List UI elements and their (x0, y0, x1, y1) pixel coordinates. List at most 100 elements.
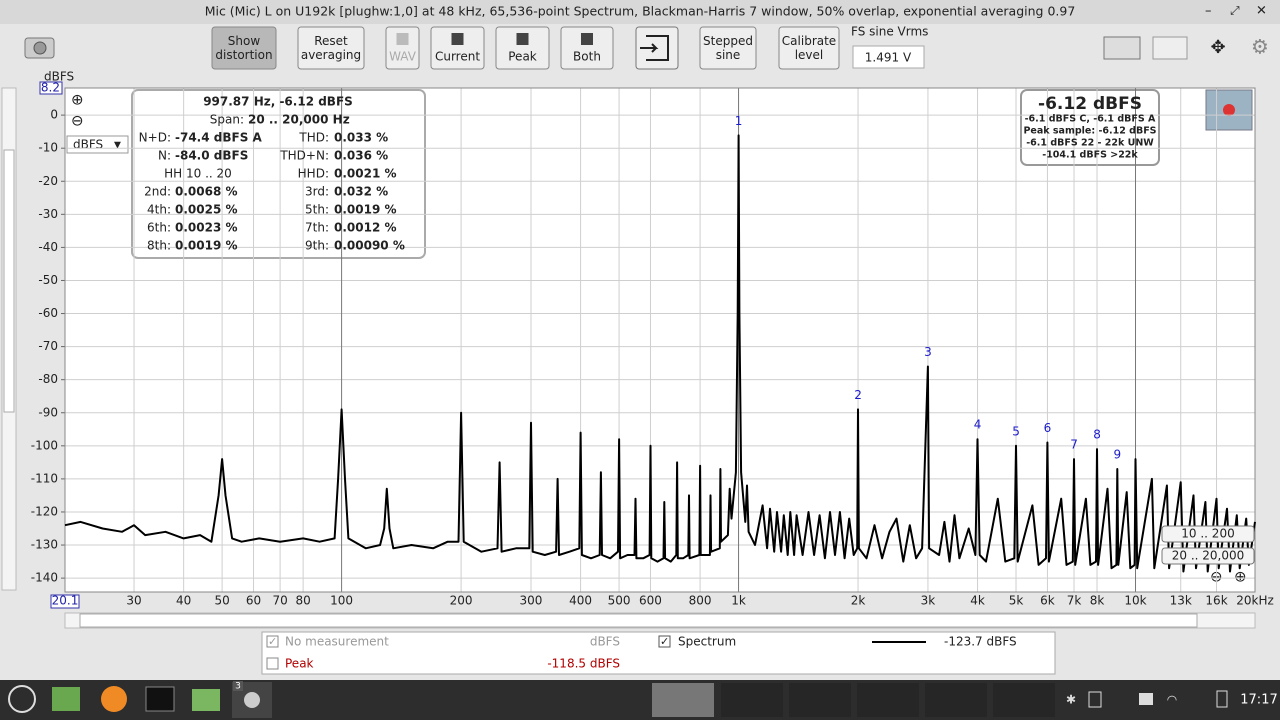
toolbar-button[interactable] (699, 26, 757, 70)
x-tick-label: 10k (1124, 594, 1146, 608)
fs-input[interactable] (852, 45, 925, 69)
button-label[interactable]: Show distortion (215, 34, 272, 62)
harmonic-label: 5 (1012, 424, 1020, 438)
harmonic-label: 4 (974, 418, 982, 432)
legend-name: Spectrum (678, 635, 736, 649)
check: ✓ (660, 635, 669, 648)
layout-icon[interactable] (1103, 36, 1141, 60)
maximize[interactable]: ⤢ (1229, 4, 1240, 18)
stats-value: 0.033 % (334, 131, 388, 145)
x-tick-label: 100 (330, 594, 353, 608)
tray-icon[interactable] (1088, 691, 1102, 708)
workspace[interactable] (857, 683, 919, 717)
stats-value: 20 .. 20,000 Hz (248, 113, 350, 127)
level-line: Peak sample: -6.12 dBFS (1023, 126, 1156, 137)
toolbar-button[interactable] (430, 26, 485, 70)
y-tick-label: -110 (31, 471, 58, 485)
settings-icon[interactable]: ⚙ (1251, 35, 1269, 59)
x-tick-label: 30 (126, 594, 141, 608)
checkbox[interactable] (658, 635, 671, 648)
close[interactable]: ✕ (1256, 4, 1267, 19)
button-label[interactable]: Calibrate level (782, 34, 836, 62)
firefox-icon[interactable] (101, 686, 127, 712)
toolbar-button[interactable] (385, 26, 420, 70)
stats-label: THD+N: (279, 149, 329, 163)
legend-value: -123.7 dBFS (944, 635, 1017, 649)
checkbox[interactable] (266, 657, 279, 670)
fs-value[interactable]: 1.491 V (865, 51, 912, 65)
record-button[interactable] (1205, 89, 1253, 131)
plot-frame (64, 87, 1256, 593)
level-line: -6.1 dBFS C, -6.1 dBFS A (1025, 114, 1156, 125)
toolbar-button[interactable] (297, 26, 365, 70)
v-scroll-thumb[interactable] (3, 149, 15, 413)
terminal-icon[interactable] (145, 686, 175, 712)
button-label[interactable]: Current (435, 50, 480, 64)
y-tick-label: -60 (38, 306, 58, 320)
h-scroll-thumb[interactable] (79, 613, 1198, 628)
y-tick-label: -30 (38, 207, 58, 221)
tray-icon[interactable] (1139, 693, 1153, 705)
fs-label: FS sine Vrms (851, 25, 928, 39)
dropdown-arrow: ▼ (114, 141, 121, 151)
tray-icon[interactable]: ◠ (1167, 693, 1177, 707)
stats-label: N+D: (139, 131, 171, 145)
level-line: -6.1 dBFS 22 - 22k UNW (1026, 138, 1154, 149)
check: ✓ (268, 635, 277, 648)
range-label[interactable]: 20 .. 20,000 (1172, 549, 1245, 563)
workspace[interactable] (925, 683, 987, 717)
stats-label: 2nd: (144, 185, 171, 199)
button-label[interactable]: Both (573, 50, 601, 64)
toolbar-button[interactable] (495, 26, 550, 70)
stats-label: 3rd: (305, 185, 329, 199)
y-tick-label: -80 (38, 372, 58, 386)
folder-icon[interactable] (192, 689, 220, 711)
legend-value: dBFS (590, 635, 620, 649)
zoom-out[interactable]: ⊖ (71, 112, 84, 130)
record-dot (1223, 104, 1235, 116)
minimize[interactable]: – (1205, 4, 1212, 19)
x-tick-label: 13k (1170, 594, 1192, 608)
tray-icon[interactable] (1216, 690, 1228, 708)
workspace[interactable] (721, 683, 783, 717)
menu-icon[interactable] (8, 685, 36, 713)
toolbar-button[interactable] (560, 26, 614, 70)
stats-header: 997.87 Hz, -6.12 dBFS (203, 95, 353, 109)
zoom-in-x[interactable]: ⊕ (1234, 568, 1247, 586)
unit-selector[interactable]: dBFS (73, 138, 103, 152)
move-icon[interactable]: ✥ (1210, 37, 1225, 58)
checkbox[interactable] (266, 635, 279, 648)
tray-icon[interactable]: ✱ (1066, 693, 1076, 707)
x-tick-label: 1k (731, 594, 746, 608)
button-label[interactable]: Stepped sine (703, 34, 753, 62)
range-button[interactable] (1161, 525, 1255, 543)
stats-label: 9th: (305, 239, 329, 253)
range-button[interactable] (1161, 547, 1255, 565)
button-icon (581, 33, 593, 45)
stats-value: -74.4 dBFS A (175, 131, 263, 145)
range-label[interactable]: 10 .. 200 (1181, 527, 1234, 541)
x-tick-label: 2k (851, 594, 866, 608)
stats-label: N: (158, 149, 171, 163)
workspace[interactable] (789, 683, 851, 717)
y-tick-label: -140 (31, 571, 58, 585)
stats-label: 6th: (147, 221, 171, 235)
ylim-top: 8.2 (41, 81, 60, 95)
zoom-in[interactable]: ⊕ (71, 91, 84, 109)
workspace[interactable] (993, 683, 1055, 717)
toolbar-button[interactable] (778, 26, 840, 70)
window-thumb[interactable] (652, 683, 714, 717)
button-label[interactable]: Reset averaging (301, 34, 361, 62)
button-label[interactable]: WAV (389, 50, 417, 64)
toolbar-button[interactable] (211, 26, 277, 70)
button-label[interactable]: Peak (508, 50, 537, 64)
stats-value: 0.036 % (334, 149, 388, 163)
layout-icon[interactable] (1152, 36, 1188, 60)
x-tick-label: 40 (176, 594, 191, 608)
x-tick-label: 8k (1090, 594, 1105, 608)
level-main: -6.12 dBFS (1038, 94, 1142, 114)
stats-value: -84.0 dBFS (175, 149, 248, 163)
files-icon[interactable] (52, 687, 80, 711)
y-tick-label: -40 (38, 240, 58, 254)
unit-dropdown[interactable] (66, 135, 129, 154)
